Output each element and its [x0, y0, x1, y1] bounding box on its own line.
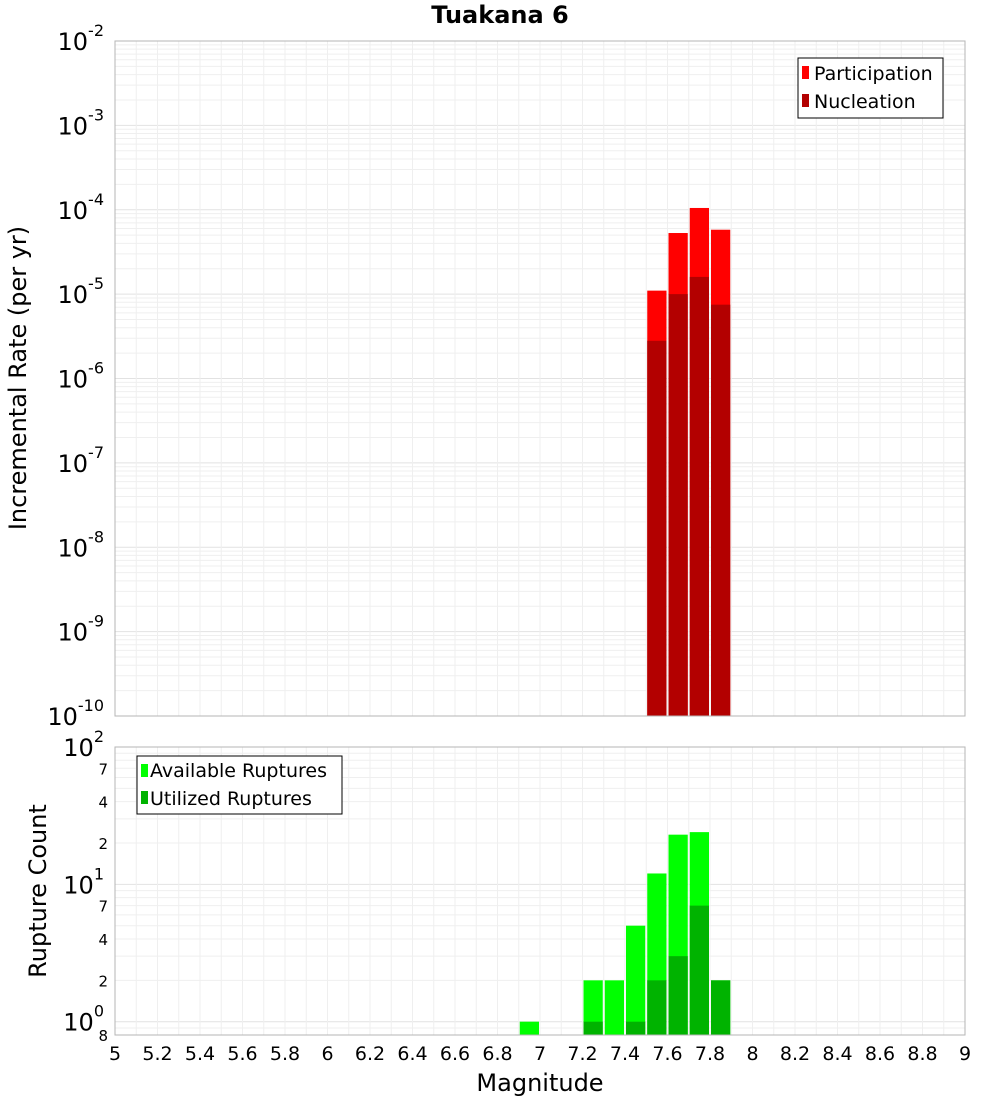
x-tick-label: 7.2	[567, 1043, 597, 1065]
x-tick-label: 5.6	[227, 1043, 257, 1065]
count-panel: 100 101 102 8 2 4 7 2 4 7 5 5.2 5.4 5.6 5.8 6 6.2 6.4 6.6…	[24, 727, 971, 1097]
utilized-ruptures-bar	[583, 1021, 603, 1035]
utilized-ruptures-bar	[711, 980, 731, 1035]
rate-y-tick-label: 10-4	[58, 190, 105, 225]
x-tick-label: 8.2	[780, 1043, 810, 1065]
nucleation-bar	[711, 304, 731, 716]
count-y-minor-tick-label: 7	[98, 898, 108, 916]
x-axis-label: Magnitude	[476, 1069, 603, 1097]
nucleation-bar	[668, 294, 688, 716]
rate-y-tick-labels: 10-10 10-9 10-8 10-7 10-6 10-5 10-4 10-3 10-2	[47, 21, 104, 731]
legend-label-utilized: Utilized Ruptures	[150, 788, 312, 810]
x-tick-label: 5.4	[185, 1043, 215, 1065]
rate-y-tick-label: 10-8	[58, 527, 105, 562]
x-tick-label: 6.6	[440, 1043, 470, 1065]
nucleation-bar	[689, 276, 709, 716]
rate-legend: Participation Nucleation	[797, 57, 944, 119]
count-plot-border	[114, 746, 966, 1036]
available-ruptures-bar	[583, 980, 603, 1035]
available-ruptures-bar	[519, 1021, 539, 1035]
available-ruptures-bar	[626, 925, 646, 1035]
count-y-minor-tick-label: 2	[98, 835, 108, 853]
x-tick-label: 7	[534, 1043, 546, 1065]
rate-y-axis-label: Incremental Rate (per yr)	[4, 226, 32, 530]
legend-swatch-nucleation	[802, 94, 809, 107]
rate-bars	[647, 207, 731, 717]
rate-y-tick-label: 10-3	[58, 105, 105, 140]
x-tick-label: 8.8	[907, 1043, 937, 1065]
count-y-minor-tick-label: 2	[98, 972, 108, 990]
rate-y-tick-label: 10-7	[58, 443, 105, 478]
count-y-minor-tick-label: 4	[98, 931, 108, 949]
x-tick-label: 5.8	[270, 1043, 300, 1065]
count-y-tick-label: 101	[63, 864, 104, 899]
x-tick-label: 7.6	[652, 1043, 682, 1065]
x-tick-label: 5.2	[142, 1043, 172, 1065]
count-y-minor-tick-label: 8	[98, 1027, 108, 1045]
utilized-ruptures-bar	[626, 1021, 646, 1035]
legend-label-available: Available Ruptures	[150, 760, 327, 782]
rate-y-tick-label: 10-6	[58, 359, 105, 394]
x-tick-label: 6	[321, 1043, 333, 1065]
x-tick-label: 6.2	[355, 1043, 385, 1065]
count-y-minor-tick-label: 7	[98, 760, 108, 778]
chart-title: Tuakana 6	[431, 1, 569, 29]
utilized-ruptures-bar	[668, 956, 688, 1035]
legend-swatch-available	[141, 764, 148, 777]
rate-plot-border	[114, 40, 966, 717]
x-tick-label: 5	[109, 1043, 121, 1065]
rate-y-tick-label: 10-9	[58, 612, 105, 647]
count-legend: Available Ruptures Utilized Ruptures	[136, 755, 343, 815]
x-tick-labels: 5 5.2 5.4 5.6 5.8 6 6.2 6.4 6.6 6.8 7 7.2 7.4 7.6 7.8 8…	[109, 1043, 971, 1065]
count-y-tick-label: 102	[63, 727, 104, 762]
x-tick-label: 6.4	[397, 1043, 427, 1065]
x-tick-label: 6.8	[482, 1043, 512, 1065]
legend-label-nucleation: Nucleation	[814, 91, 916, 113]
legend-label-participation: Participation	[814, 63, 933, 85]
count-y-tick-labels: 100 101 102 8 2 4 7 2 4 7	[63, 727, 108, 1045]
legend-swatch-participation	[802, 66, 809, 79]
legend-swatch-utilized	[141, 791, 148, 804]
count-y-tick-label: 100	[63, 1002, 104, 1037]
available-ruptures-bar	[604, 980, 624, 1035]
count-legend-box	[136, 755, 343, 815]
utilized-ruptures-bar	[689, 905, 709, 1035]
count-y-minor-tick-label: 4	[98, 794, 108, 812]
x-tick-label: 8.6	[865, 1043, 895, 1065]
rate-gridlines	[114, 41, 966, 717]
nucleation-bar	[647, 340, 667, 716]
utilized-ruptures-bar	[647, 980, 667, 1035]
rate-y-tick-label: 10-2	[58, 21, 105, 56]
x-tick-label: 9	[959, 1043, 971, 1065]
rate-y-tick-label: 10-5	[58, 274, 105, 309]
rate-y-tick-label: 10-10	[47, 696, 104, 731]
x-tick-label: 7.4	[610, 1043, 640, 1065]
count-bars	[519, 832, 731, 1035]
rate-legend-box	[797, 57, 944, 119]
x-tick-label: 8.4	[822, 1043, 852, 1065]
x-tick-label: 8	[746, 1043, 758, 1065]
x-tick-label: 7.8	[695, 1043, 725, 1065]
count-y-axis-label: Rupture Count	[24, 804, 52, 978]
rate-panel: 10-10 10-9 10-8 10-7 10-6 10-5 10-4 10-3 10-2 In…	[4, 21, 966, 731]
